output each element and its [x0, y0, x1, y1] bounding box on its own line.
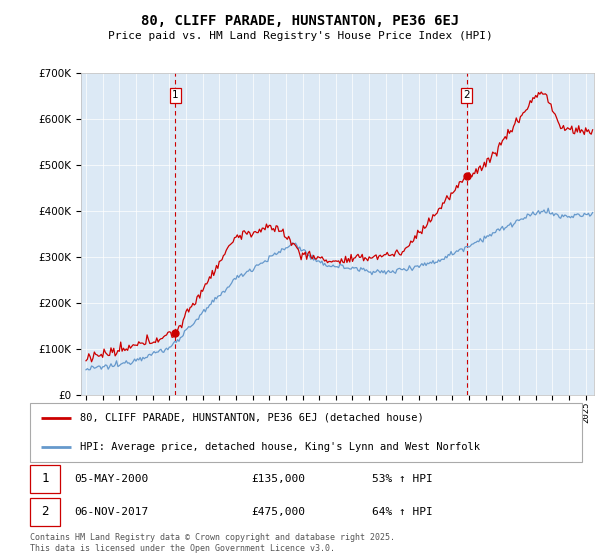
Text: £135,000: £135,000: [251, 474, 305, 484]
Text: 80, CLIFF PARADE, HUNSTANTON, PE36 6EJ (detached house): 80, CLIFF PARADE, HUNSTANTON, PE36 6EJ (…: [80, 413, 424, 423]
Text: 2: 2: [463, 90, 470, 100]
Text: £475,000: £475,000: [251, 507, 305, 517]
Text: 64% ↑ HPI: 64% ↑ HPI: [372, 507, 433, 517]
Text: 1: 1: [172, 90, 179, 100]
Text: 1: 1: [41, 473, 49, 486]
Text: 05-MAY-2000: 05-MAY-2000: [74, 474, 148, 484]
Text: Price paid vs. HM Land Registry's House Price Index (HPI): Price paid vs. HM Land Registry's House …: [107, 31, 493, 41]
Bar: [30, 498, 61, 526]
Text: HPI: Average price, detached house, King's Lynn and West Norfolk: HPI: Average price, detached house, King…: [80, 442, 479, 452]
Bar: [30, 465, 61, 493]
Text: Contains HM Land Registry data © Crown copyright and database right 2025.
This d: Contains HM Land Registry data © Crown c…: [30, 533, 395, 553]
Text: 80, CLIFF PARADE, HUNSTANTON, PE36 6EJ: 80, CLIFF PARADE, HUNSTANTON, PE36 6EJ: [141, 14, 459, 28]
Text: 06-NOV-2017: 06-NOV-2017: [74, 507, 148, 517]
Text: 2: 2: [41, 505, 49, 519]
Text: 53% ↑ HPI: 53% ↑ HPI: [372, 474, 433, 484]
